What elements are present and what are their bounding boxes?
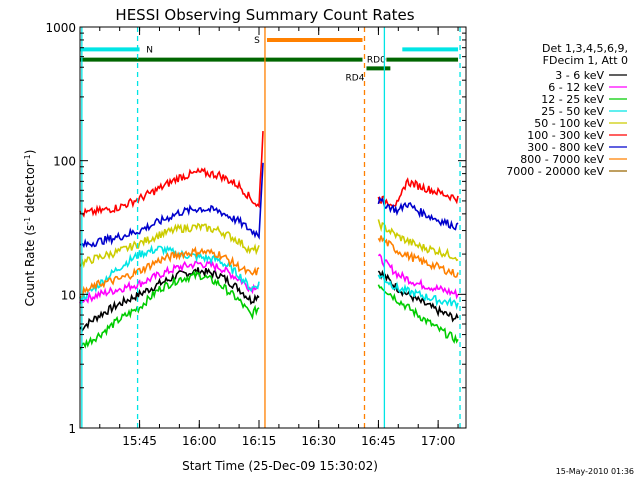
- state-bar-label-rd4: RD4: [346, 73, 365, 83]
- y-tick-label-1000: 1000: [45, 21, 76, 35]
- legend-label-12-25-kev: 12 - 25 keV: [541, 93, 604, 106]
- legend-label-25-50-kev: 25 - 50 keV: [541, 105, 604, 118]
- x-tick-label-15-45: 15:45: [122, 434, 157, 448]
- y-axis-label: Count Rate (s-1 detector-1): [23, 150, 38, 307]
- series-line-300-800-kev-1: [377, 195, 459, 231]
- legend: Det 1,3,4,5,6,9,FDecim 1, Att 0 3 - 6 keV…: [506, 42, 628, 178]
- series-line-25-50-kev-1: [377, 274, 459, 311]
- series-line-50-100-kev-0: [79, 222, 260, 269]
- y-tick-label-1: 1: [68, 422, 76, 436]
- series-line-300-800-kev-0: [79, 162, 264, 249]
- time-markers: [81, 27, 461, 428]
- plot-frame: [79, 26, 467, 429]
- series-line-6-12-kev-0: [79, 259, 260, 304]
- series-50-100-kev: [79, 219, 459, 269]
- chart-title: HESSI Observing Summary Count Rates: [115, 6, 414, 24]
- x-tick-label-17-00: 17:00: [421, 434, 456, 448]
- series-100-300-kev: [79, 131, 459, 218]
- footer-timestamp: 15-May-2010 01:36: [556, 467, 634, 476]
- y-tick-label-100: 100: [53, 155, 76, 169]
- series-group: [79, 131, 459, 351]
- x-tick-label-16-15: 16:15: [242, 434, 277, 448]
- series-line-3-6-kev-0: [79, 267, 260, 332]
- x-tick-label-16-45: 16:45: [361, 434, 396, 448]
- axes: 1 10 100 1000 15:45 16:00 16:15 16:30 16:45 17:00: [45, 21, 466, 448]
- series-line-6-12-kev-1: [377, 253, 459, 300]
- x-axis-label: Start Time (25-Dec-09 15:30:02): [182, 459, 378, 473]
- series-line-100-300-kev-0: [79, 131, 264, 218]
- y-axis-label-mid: detector: [23, 162, 37, 217]
- state-bar-label-rd0: RD0: [367, 56, 386, 66]
- legend-label-3-6-kev: 3 - 6 keV: [555, 69, 604, 82]
- series-line-50-100-kev-1: [377, 219, 459, 262]
- y-axis-label-sup1: -1: [23, 217, 32, 225]
- y-axis-label-sup2: -1: [23, 154, 32, 162]
- legend-label-800-7000-kev: 800 - 7000 keV: [520, 153, 604, 166]
- legend-label-300-800-kev: 300 - 800 keV: [527, 141, 604, 154]
- x-tick-label-16-00: 16:00: [182, 434, 217, 448]
- series-12-25-kev: [79, 270, 459, 351]
- series-300-800-kev: [79, 162, 459, 249]
- state-bar-label-s: S: [254, 36, 260, 46]
- state-bar-label-n: N: [146, 45, 153, 55]
- series-line-800-7000-kev-1: [377, 235, 459, 278]
- series-6-12-kev: [79, 253, 459, 304]
- y-tick-label-10: 10: [61, 288, 76, 302]
- series-line-100-300-kev-1: [377, 177, 459, 207]
- legend-label-100-300-kev: 100 - 300 keV: [527, 129, 604, 142]
- legend-header-0: Det 1,3,4,5,6,9,: [542, 42, 628, 55]
- y-axis-label-base: Count Rate (s: [23, 225, 37, 307]
- series-line-800-7000-kev-0: [79, 246, 260, 299]
- series-line-12-25-kev-1: [377, 284, 459, 344]
- legend-label-50-100-kev: 50 - 100 keV: [534, 117, 604, 130]
- series-line-12-25-kev-0: [79, 270, 260, 351]
- series-800-7000-kev: [79, 235, 459, 299]
- legend-label-7000-20000-kev: 7000 - 20000 keV: [506, 165, 604, 178]
- legend-header-1: FDecim 1, Att 0: [543, 54, 628, 67]
- y-axis-label-end: ): [23, 150, 37, 155]
- legend-label-6-12-kev: 6 - 12 keV: [548, 81, 604, 94]
- x-tick-label-16-30: 16:30: [301, 434, 336, 448]
